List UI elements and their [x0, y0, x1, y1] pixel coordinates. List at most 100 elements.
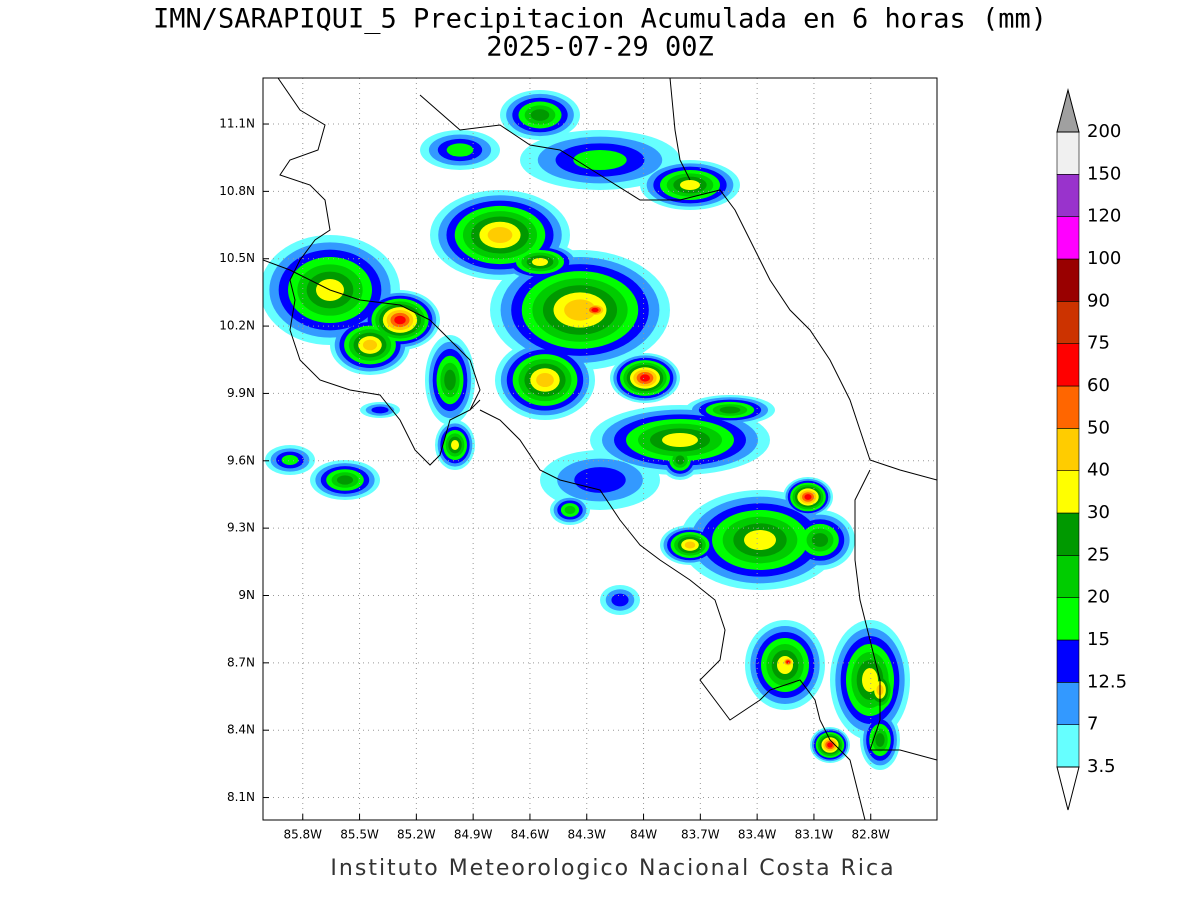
- colorbar-label: 15: [1087, 629, 1110, 650]
- colorbar-label: 12.5: [1087, 671, 1127, 692]
- coastline: [479, 409, 866, 820]
- precip-area: [684, 541, 696, 549]
- coastline: [277, 78, 481, 466]
- y-tick-label: 10.2N: [219, 319, 255, 333]
- x-tick-label: 83.7W: [681, 828, 720, 842]
- colorbar-label: 100: [1087, 248, 1121, 269]
- precip-area: [591, 307, 599, 313]
- colorbar-label: 50: [1087, 417, 1110, 438]
- colorbar-label: 25: [1087, 544, 1110, 565]
- precip-area: [451, 440, 459, 450]
- precip-area: [336, 475, 354, 485]
- colorbar-box: [1056, 597, 1080, 641]
- precip-area: [875, 733, 885, 747]
- precip-area: [804, 494, 812, 500]
- colorbar-box: [1056, 301, 1080, 344]
- precip-area: [536, 372, 554, 388]
- precip-area: [281, 455, 299, 465]
- colorbar-label: 40: [1087, 460, 1110, 481]
- y-tick-label: 9.6N: [227, 453, 255, 467]
- colorbar-box: [1056, 258, 1080, 302]
- colorbar-box: [1056, 682, 1080, 725]
- x-tick-label: 84.3W: [567, 828, 606, 842]
- colorbar-box: [1056, 385, 1080, 429]
- colorbar-label: 200: [1087, 121, 1121, 142]
- precip-area: [362, 339, 378, 351]
- precip-area: [564, 299, 596, 321]
- map-frame: [262, 77, 938, 821]
- x-tick-label: 84.9W: [454, 828, 493, 842]
- border: [854, 469, 937, 761]
- precip-area: [827, 742, 833, 748]
- colorbar-box: [1056, 343, 1080, 387]
- y-tick-label: 8.7N: [227, 655, 255, 669]
- coastlines: [263, 78, 937, 820]
- footer: Instituto Meteorologico Nacional Costa R…: [330, 856, 895, 881]
- precip-area: [444, 369, 456, 391]
- precip-area: [371, 406, 389, 414]
- colorbar-label: 30: [1087, 502, 1110, 523]
- precip-area: [532, 258, 548, 266]
- y-tick-label: 11.1N: [219, 117, 255, 131]
- x-tick-label: 85.2W: [397, 828, 436, 842]
- colorbar-box: [1056, 724, 1080, 768]
- coastline: [419, 94, 937, 481]
- y-tick-label: 9.3N: [227, 521, 255, 535]
- y-tick-label: 9.9N: [227, 386, 255, 400]
- colorbar-box: [1056, 131, 1080, 175]
- colorbar-label: 60: [1087, 375, 1110, 396]
- x-tick-label: 83.1W: [795, 828, 834, 842]
- precip-field: [263, 90, 910, 770]
- colorbar-label: 7: [1087, 714, 1098, 735]
- precip-area: [573, 150, 627, 170]
- title: IMN/SARAPIQUI_5 Precipitacion Acumulada …: [153, 4, 1047, 35]
- precip-area: [680, 180, 700, 190]
- colorbar-over: [1056, 88, 1080, 133]
- x-tick-label: 85.5W: [340, 828, 379, 842]
- colorbar-label: 90: [1087, 290, 1110, 311]
- y-tick-label: 8.4N: [227, 723, 255, 737]
- colorbar-under: [1056, 766, 1080, 811]
- subtitle: 2025-07-29 00Z: [486, 32, 714, 63]
- precip-area: [530, 109, 550, 121]
- precip-area: [675, 455, 685, 465]
- colorbar: 3.5 7 12.5 15 20 25 30 40 50 60 75 90 100 120 150 200: [1056, 88, 1127, 811]
- y-tick-label: 10.5N: [219, 251, 255, 265]
- colorbar-label: 3.5: [1087, 756, 1116, 777]
- colorbar-label: 120: [1087, 206, 1121, 227]
- colorbar-box: [1056, 428, 1080, 471]
- colorbar-box: [1056, 174, 1080, 217]
- precip-area: [811, 533, 829, 547]
- precip-area: [446, 143, 474, 157]
- colorbar-box: [1056, 512, 1080, 556]
- x-tick-label: 83.4W: [738, 828, 777, 842]
- colorbar-box: [1056, 555, 1080, 598]
- colorbar-box: [1056, 216, 1080, 260]
- colorbar-label: 75: [1087, 333, 1110, 354]
- colorbar-box: [1056, 639, 1080, 683]
- y-tick-label: 8.1N: [227, 790, 255, 804]
- precip-area: [564, 505, 576, 515]
- y-tick-label: 9N: [238, 588, 255, 602]
- precip-area: [662, 433, 698, 447]
- x-tick-label: 84.6W: [511, 828, 550, 842]
- border: [669, 78, 691, 181]
- precip-area: [640, 374, 650, 382]
- grid: 85.8W 85.5W 85.2W 84.9W 84.6W 84.3W 84W 83.7W 83…: [219, 78, 937, 842]
- colorbar-label: 150: [1087, 163, 1121, 184]
- y-tick-label: 10.8N: [219, 184, 255, 198]
- precip-area: [719, 406, 741, 414]
- x-tick-label: 84W: [630, 828, 657, 842]
- x-tick-label: 85.8W: [283, 828, 322, 842]
- colorbar-box: [1056, 470, 1080, 514]
- precip-area: [394, 315, 406, 325]
- x-tick-label: 82.8W: [851, 828, 890, 842]
- border: [263, 259, 481, 411]
- precip-area: [487, 227, 513, 243]
- precip-area: [611, 593, 629, 607]
- precip-area: [862, 668, 878, 692]
- precip-area: [744, 530, 776, 550]
- colorbar-label: 20: [1087, 587, 1110, 608]
- precip-area: [574, 467, 626, 493]
